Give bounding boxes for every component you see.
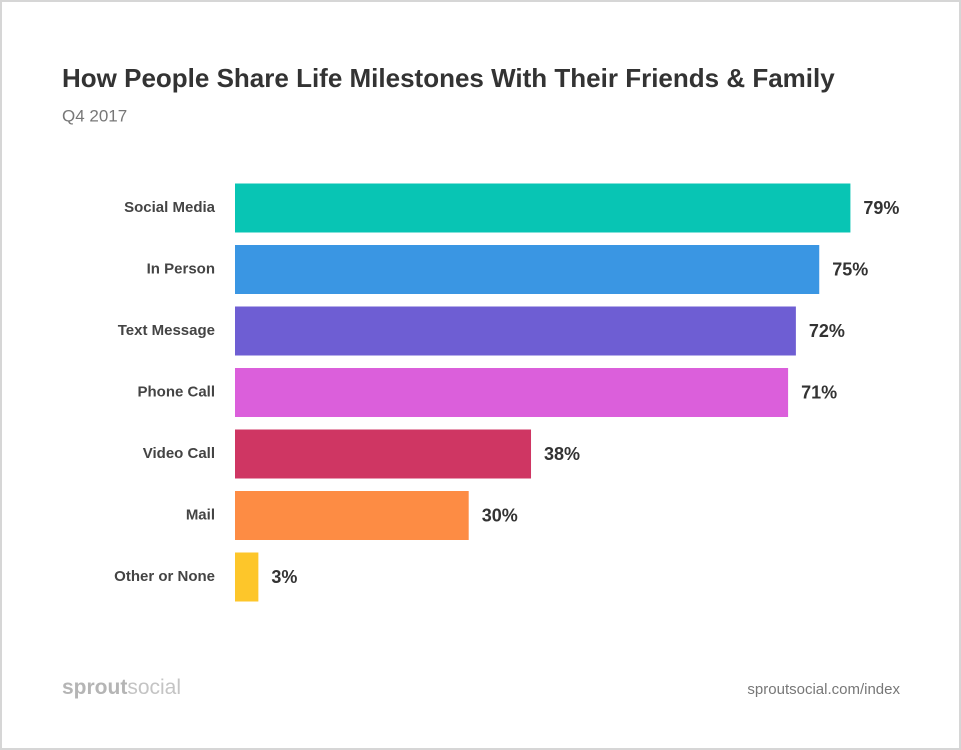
source: sproutsocial.com/index: [747, 681, 900, 698]
category-label: Social Media: [124, 199, 216, 216]
bar: [235, 429, 532, 479]
category-label: Phone Call: [137, 383, 215, 400]
chart-title: How People Share Life Milestones With Th…: [62, 63, 835, 93]
category-label: Other or None: [114, 568, 215, 585]
bar: [235, 183, 851, 233]
value-label: 71%: [801, 382, 837, 402]
bar: [235, 491, 469, 540]
brand-logo: sproutsocial: [62, 676, 181, 699]
value-label: 3%: [271, 567, 297, 587]
category-label: Mail: [186, 506, 215, 523]
value-label: 79%: [863, 198, 899, 218]
bar: [235, 306, 796, 356]
value-label: 72%: [809, 321, 845, 341]
value-label: 75%: [832, 259, 868, 279]
chart-subtitle: Q4 2017: [62, 106, 127, 125]
brand-light: social: [127, 676, 181, 699]
bar: [235, 245, 820, 294]
bar: [235, 552, 259, 602]
category-label: Video Call: [143, 445, 215, 462]
value-label: 38%: [544, 444, 580, 464]
category-label: Text Message: [118, 322, 215, 339]
value-label: 30%: [482, 505, 518, 525]
category-label: In Person: [147, 260, 215, 277]
brand-bold: sprout: [62, 676, 127, 699]
bar: [235, 368, 789, 417]
